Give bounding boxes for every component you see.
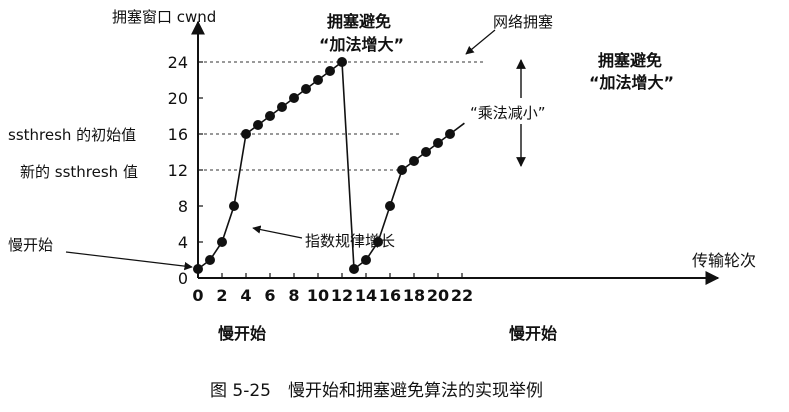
x-tick-label-14: 14: [355, 286, 377, 305]
network-congestion-annotation: 网络拥塞: [493, 13, 553, 31]
y-tick-label-24: 24: [168, 53, 188, 72]
slow-start-annotation: 慢开始: [8, 236, 53, 254]
congestion-avoidance-2-line1: 拥塞避免: [598, 51, 662, 70]
series-2-point-18: [409, 156, 419, 166]
x-tick-label-16: 16: [379, 286, 401, 305]
x-tick-label-2: 2: [216, 286, 227, 305]
series-1-point-4: [241, 129, 251, 139]
series-1-point-3: [229, 201, 239, 211]
y-tick-label-8: 8: [178, 197, 188, 216]
y-tick-label-20: 20: [168, 89, 188, 108]
x-tick-label-12: 12: [331, 286, 353, 305]
series-1-point-10: [313, 75, 323, 85]
series-2-point-17: [397, 165, 407, 175]
congestion-avoidance-2-line2: “加法增大”: [589, 73, 674, 92]
ssthresh-new-label: 新的 ssthresh 值: [20, 163, 138, 181]
congestion-avoidance-1-line2: “加法增大”: [319, 35, 404, 54]
y-axis-title: 拥塞窗口 cwnd: [112, 8, 216, 26]
exponential-growth-arrow: [252, 225, 303, 239]
series-2-point-15: [373, 237, 383, 247]
y-ticks: 0 4 8 12 16 20 24: [168, 53, 203, 288]
x-tick-label-18: 18: [403, 286, 425, 305]
x-tick-label-22: 22: [451, 286, 473, 305]
series-1-point-7: [277, 102, 287, 112]
series-2-point-19: [421, 147, 431, 157]
x-tick-label-10: 10: [307, 286, 329, 305]
series-1-point-11: [325, 66, 335, 76]
series-1-point-12: [337, 57, 347, 67]
series-2-point-20: [433, 138, 443, 148]
series-1-point-1: [205, 255, 215, 265]
reference-lines: [198, 61, 486, 171]
slow-start-arrow: [65, 251, 193, 271]
x-axis-title: 传输轮次: [692, 251, 756, 270]
x-ticks: 0 2 4 6 8 10 12 14 16 18 20 22: [192, 273, 473, 305]
series-2-point-14: [361, 255, 371, 265]
y-tick-label-12: 12: [168, 161, 188, 180]
exponential-growth-annotation: 指数规律增长: [305, 232, 395, 250]
slow-start-label-1: 慢开始: [218, 324, 266, 343]
x-tick-label-4: 4: [240, 286, 251, 305]
y-tick-label-4: 4: [178, 233, 188, 252]
x-tick-label-20: 20: [427, 286, 449, 305]
network-congestion-arrow: [465, 29, 496, 55]
series-1-point-0: [193, 264, 203, 274]
multiplicative-decrease-annotation: “乘法减小”: [470, 104, 546, 122]
y-tick-label-0: 0: [178, 269, 188, 288]
series-1-point-2: [217, 237, 227, 247]
congestion-avoidance-1-line1: 拥塞避免: [327, 12, 391, 31]
series-1-point-6: [265, 111, 275, 121]
series-1-point-8: [289, 93, 299, 103]
x-tick-label-6: 6: [264, 286, 275, 305]
series-layer: [193, 57, 465, 274]
ssthresh-initial-label: ssthresh 的初始值: [8, 126, 136, 144]
y-tick-label-16: 16: [168, 125, 188, 144]
figure-caption: 图 5-25 慢开始和拥塞避免算法的实现举例: [210, 380, 543, 401]
x-tick-label-8: 8: [288, 286, 299, 305]
x-tick-label-0: 0: [192, 286, 203, 305]
series-2-point-21: [445, 129, 455, 139]
series-1-point-5: [253, 120, 263, 130]
series-2-point-16: [385, 201, 395, 211]
slow-start-label-2: 慢开始: [509, 324, 557, 343]
series-2-point-13: [349, 264, 359, 274]
cwnd-line: [197, 60, 451, 271]
series-1-point-9: [301, 84, 311, 94]
